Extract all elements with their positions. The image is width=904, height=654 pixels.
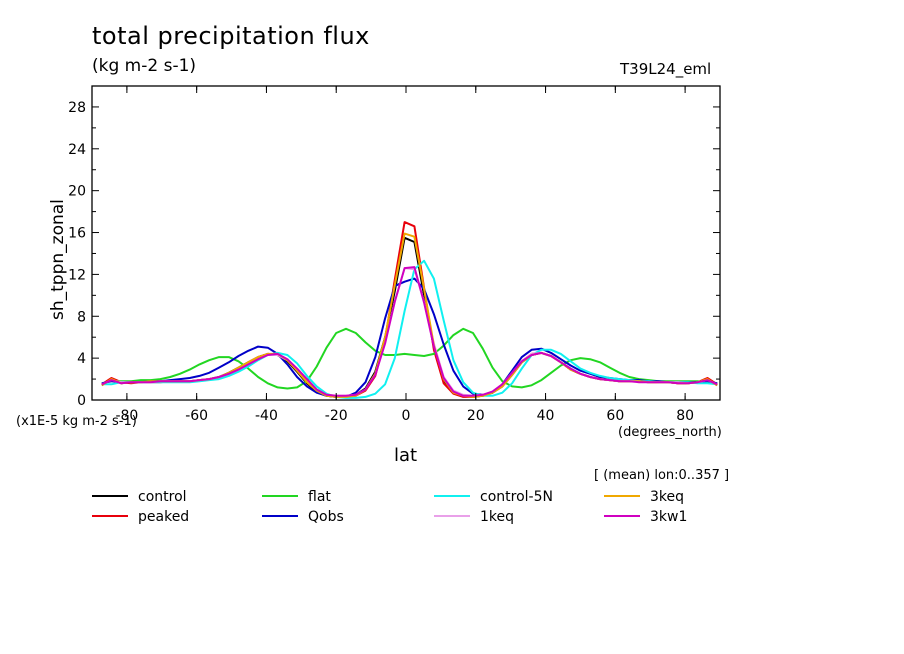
x-tick-label: -40 — [255, 408, 278, 424]
x-tick-label: -20 — [325, 408, 348, 424]
mean-note: [ (mean) lon:0..357 ] — [594, 468, 730, 483]
x-tick-label: 0 — [402, 408, 411, 424]
legend-label-3keq: 3keq — [650, 489, 684, 505]
y-tick-label: 12 — [68, 267, 86, 283]
legend-label-control: control — [138, 489, 187, 505]
x-tick-label: 80 — [676, 408, 694, 424]
series-line-control — [101, 236, 718, 398]
series-line-peaked — [101, 221, 718, 398]
run-id-label: T39L24_eml — [620, 60, 712, 78]
series-line-3keq — [101, 232, 718, 398]
y-tick-label: 4 — [77, 351, 86, 367]
y-tick-label: 24 — [68, 142, 86, 158]
y-tick-label: 8 — [77, 309, 86, 325]
plot-frame — [91, 85, 721, 401]
series-line-3kw1 — [101, 266, 718, 397]
y-tick-label: 0 — [77, 393, 86, 409]
legend-label-control-5n: control-5N — [480, 489, 553, 505]
x-tick-label: 20 — [467, 408, 485, 424]
x-tick-label: -60 — [185, 408, 208, 424]
chart-title: total precipitation flux — [92, 22, 370, 50]
legend-label-1keq: 1keq — [480, 509, 514, 525]
y-tick-label: 20 — [68, 184, 86, 200]
x-tick-label: -80 — [115, 408, 138, 424]
series-line-control-5n — [101, 259, 718, 399]
legend-label-flat: flat — [308, 489, 331, 505]
legend-label-peaked: peaked — [138, 509, 189, 525]
x-tick-label: 60 — [606, 408, 624, 424]
legend-label-qobs: Qobs — [308, 509, 344, 525]
y-scale-note: (x1E-5 kg m-2 s-1) — [16, 414, 137, 429]
y-tick-label: 16 — [68, 226, 86, 242]
y-tick-label: 28 — [68, 100, 86, 116]
series-line-flat — [101, 327, 718, 390]
x-axis-units: (degrees_north) — [618, 425, 722, 440]
legend-label-3kw1: 3kw1 — [650, 509, 687, 525]
chart-units: (kg m-2 s-1) — [92, 56, 197, 76]
x-tick-label: 40 — [537, 408, 555, 424]
x-axis-label: lat — [394, 445, 418, 466]
